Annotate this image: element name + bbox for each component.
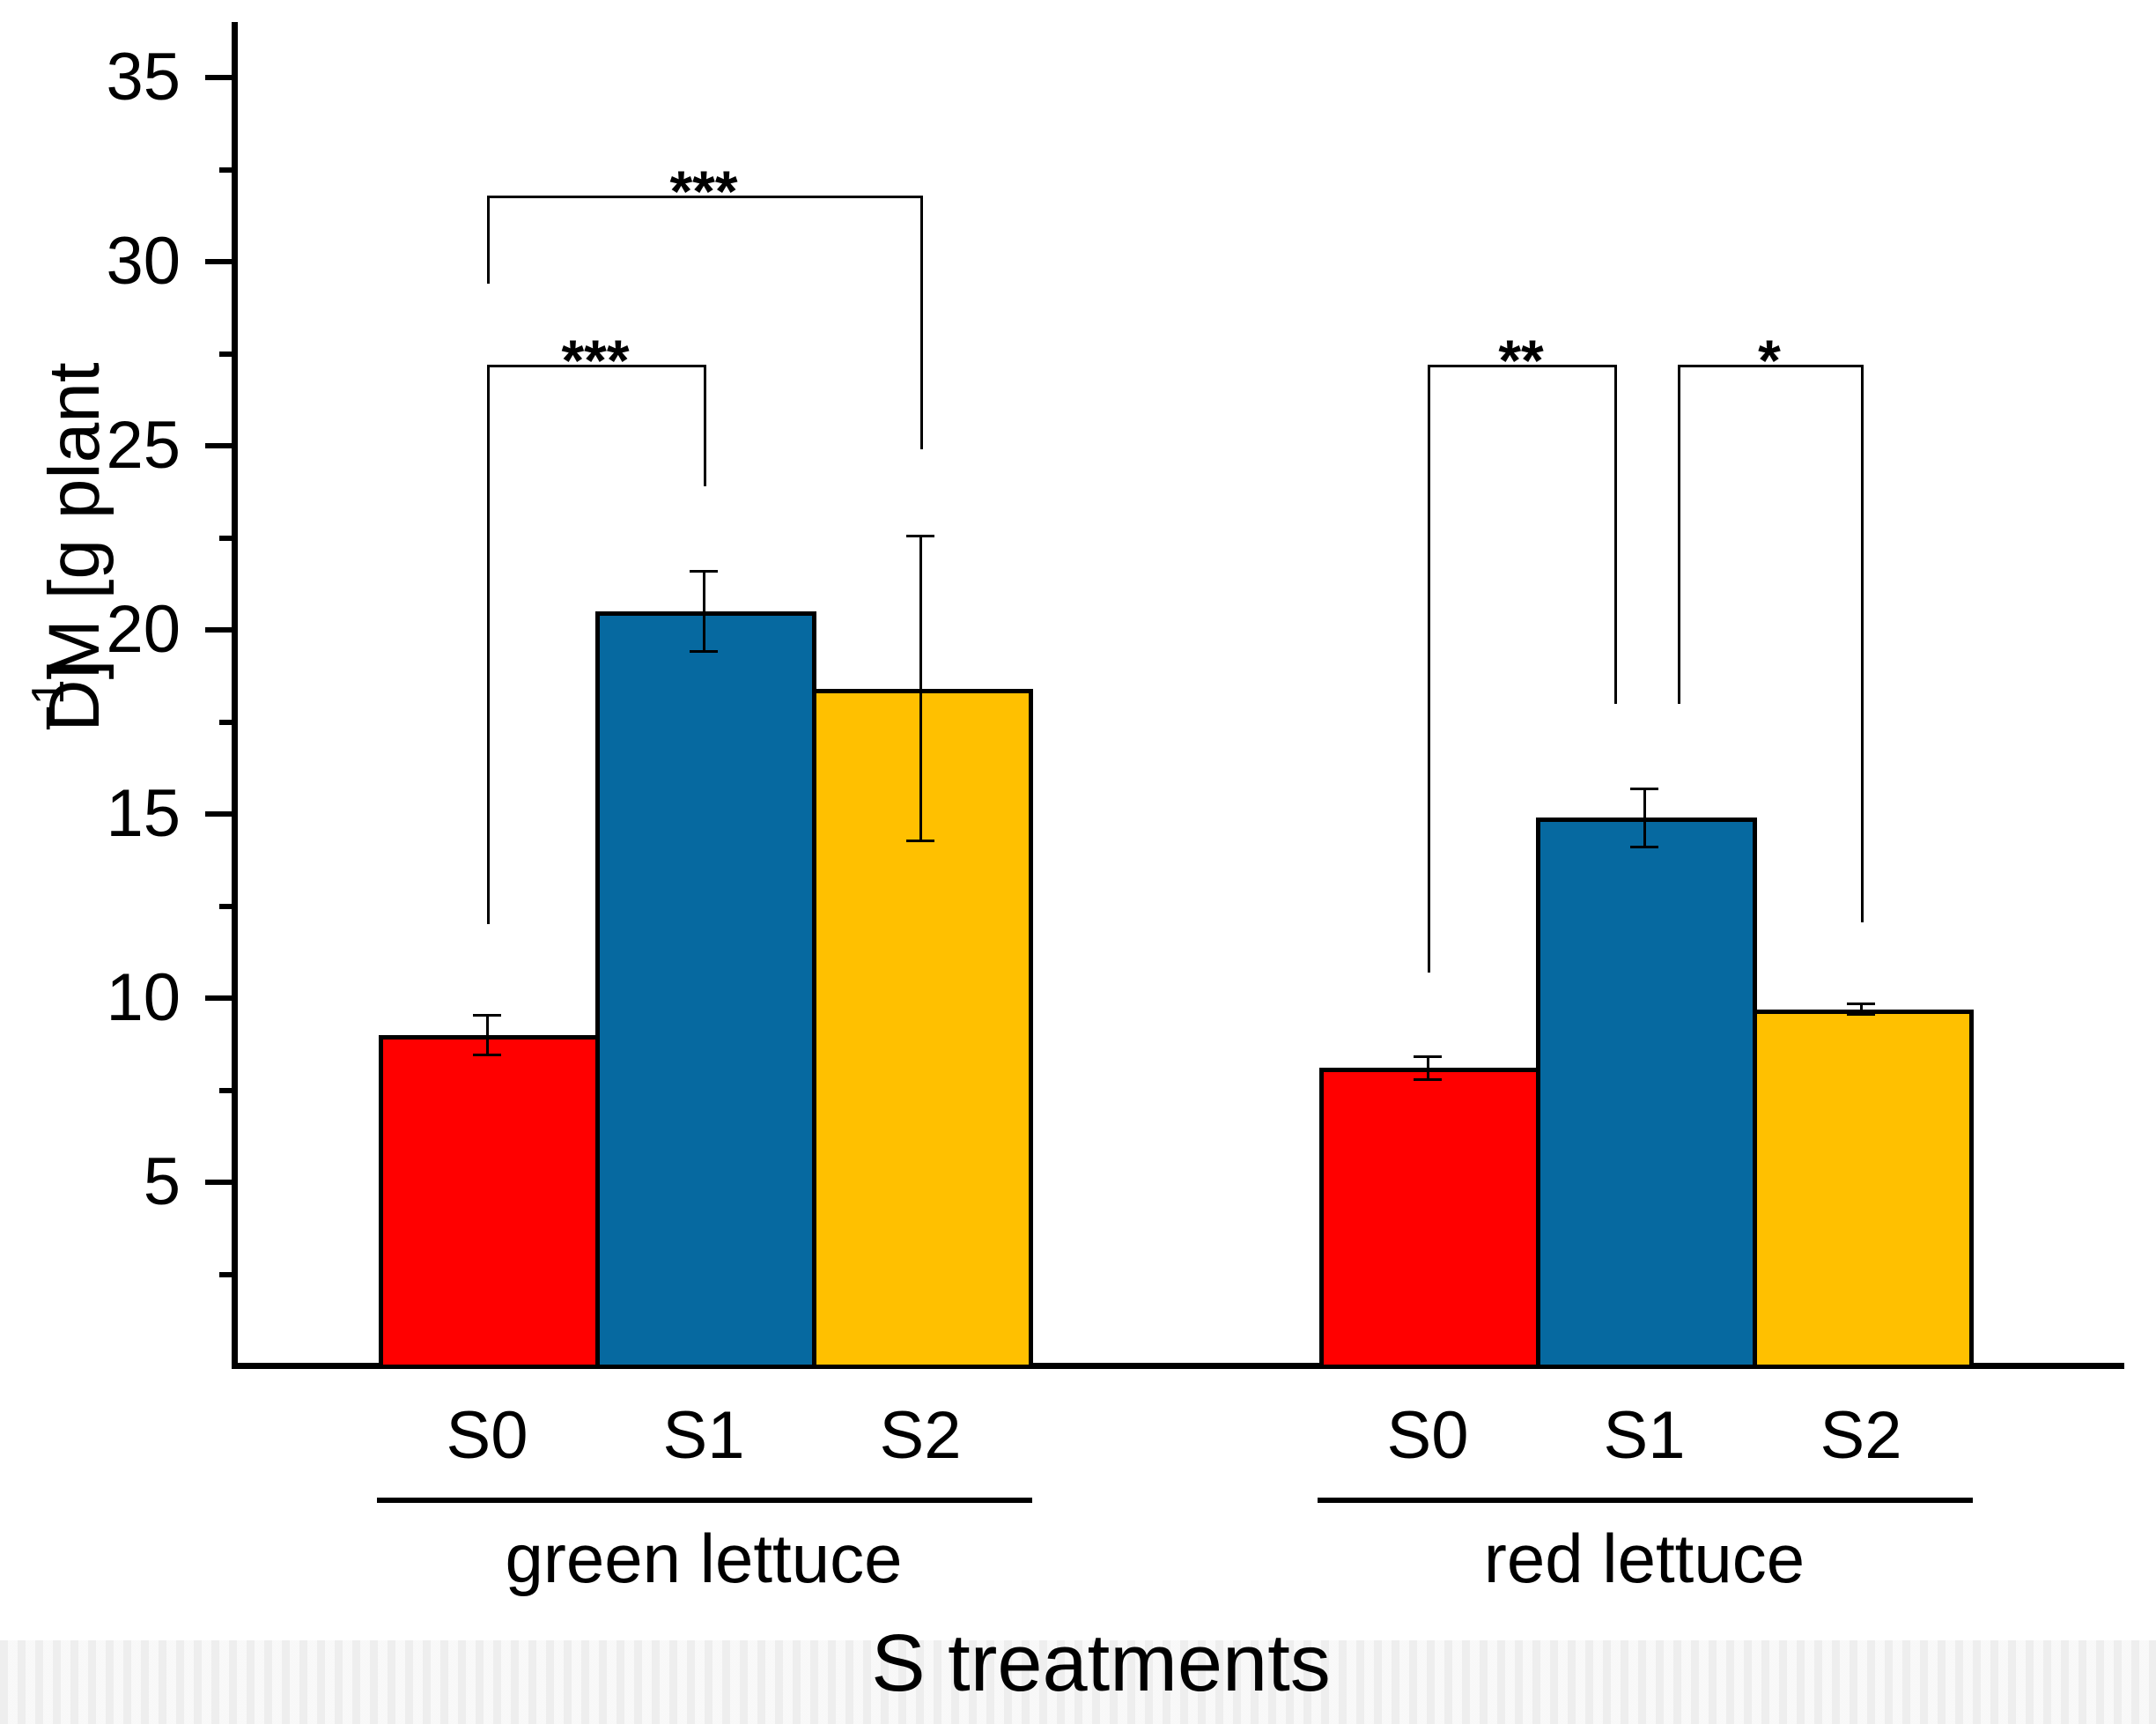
x-axis-title: S treatments: [871, 1618, 1331, 1708]
significance-bracket-arm-b-1: [920, 196, 923, 449]
bar-red-S2: [1753, 1010, 1974, 1369]
error-bar-cap-bottom-red-S1: [1630, 846, 1658, 848]
significance-bracket-arm-a-0: [487, 365, 490, 924]
significance-bracket-arm-b-2: [1614, 365, 1617, 704]
y-tick-major: [205, 259, 233, 264]
bar-green-S2: [812, 689, 1033, 1369]
y-tick-minor: [219, 1272, 233, 1277]
y-tick-minor: [219, 1088, 233, 1093]
error-bar-cap-top-green-S0: [473, 1014, 501, 1017]
significance-bracket-arm-a-2: [1428, 365, 1430, 973]
error-bar-cap-bottom-green-S1: [690, 650, 718, 653]
significance-stars-0: ***: [561, 328, 630, 393]
y-tick-label: 10: [106, 960, 181, 1035]
bar-red-S0: [1319, 1068, 1540, 1369]
y-tick-minor: [219, 351, 233, 357]
y-tick-label: 30: [106, 224, 181, 299]
x-tick-label-red-S2: S2: [1820, 1398, 1902, 1473]
significance-bracket-bar-3: [1678, 365, 1864, 367]
y-tick-minor: [219, 536, 233, 541]
significance-stars-3: *: [1758, 328, 1781, 393]
y-tick-label: 20: [106, 592, 181, 667]
x-tick-label-green-S0: S0: [446, 1398, 528, 1473]
significance-bracket-bar-0: [487, 365, 706, 367]
y-tick-label: 25: [106, 408, 181, 483]
y-tick-label: 15: [106, 776, 181, 851]
error-bar-line-red-S0: [1426, 1056, 1429, 1080]
significance-stars-1: ***: [669, 159, 738, 224]
error-bar-cap-top-red-S2: [1847, 1003, 1875, 1005]
error-bar-line-red-S2: [1859, 1003, 1863, 1015]
group-underline-green: [377, 1498, 1032, 1503]
error-bar-cap-bottom-green-S2: [906, 840, 934, 842]
error-bar-line-green-S0: [485, 1015, 489, 1055]
significance-bracket-arm-a-3: [1678, 365, 1680, 704]
error-bar-cap-bottom-green-S0: [473, 1054, 501, 1056]
error-bar-line-green-S1: [702, 571, 705, 652]
error-bar-cap-top-red-S1: [1630, 788, 1658, 790]
significance-bracket-bar-1: [487, 196, 923, 198]
group-label-green: green lettuce: [505, 1520, 903, 1597]
y-tick-major: [205, 811, 233, 817]
y-tick-major: [205, 627, 233, 633]
x-tick-label-red-S0: S0: [1386, 1398, 1469, 1473]
y-axis-line: [232, 22, 238, 1369]
bar-green-S1: [595, 611, 816, 1369]
y-tick-label: 5: [143, 1144, 181, 1219]
x-axis-line: [232, 1363, 2124, 1369]
bar-green-S0: [379, 1035, 600, 1369]
x-tick-label-red-S1: S1: [1603, 1398, 1686, 1473]
y-tick-label: 35: [106, 40, 181, 115]
bar-red-S1: [1536, 818, 1757, 1369]
error-bar-cap-top-green-S2: [906, 535, 934, 537]
significance-bracket-bar-2: [1428, 365, 1617, 367]
significance-stars-2: **: [1498, 328, 1544, 393]
error-bar-cap-bottom-red-S2: [1847, 1013, 1875, 1016]
significance-bracket-arm-b-3: [1861, 365, 1864, 922]
group-underline-red: [1318, 1498, 1973, 1503]
y-tick-major: [205, 995, 233, 1001]
error-bar-cap-top-green-S1: [690, 570, 718, 573]
y-tick-major: [205, 1180, 233, 1185]
y-tick-minor: [219, 720, 233, 725]
y-tick-minor: [219, 167, 233, 173]
x-tick-label-green-S2: S2: [879, 1398, 962, 1473]
x-tick-label-green-S1: S1: [662, 1398, 745, 1473]
y-tick-minor: [219, 904, 233, 909]
error-bar-line-green-S2: [919, 536, 922, 841]
error-bar-cap-bottom-red-S0: [1414, 1078, 1442, 1081]
significance-bracket-arm-b-0: [704, 365, 706, 486]
error-bar-cap-top-red-S0: [1414, 1055, 1442, 1058]
y-tick-major: [205, 443, 233, 448]
y-tick-major: [205, 75, 233, 80]
significance-bracket-arm-a-1: [487, 196, 490, 284]
error-bar-line-red-S1: [1643, 788, 1646, 847]
watermark-band: [0, 1640, 2156, 1724]
group-label-red: red lettuce: [1483, 1520, 1805, 1597]
